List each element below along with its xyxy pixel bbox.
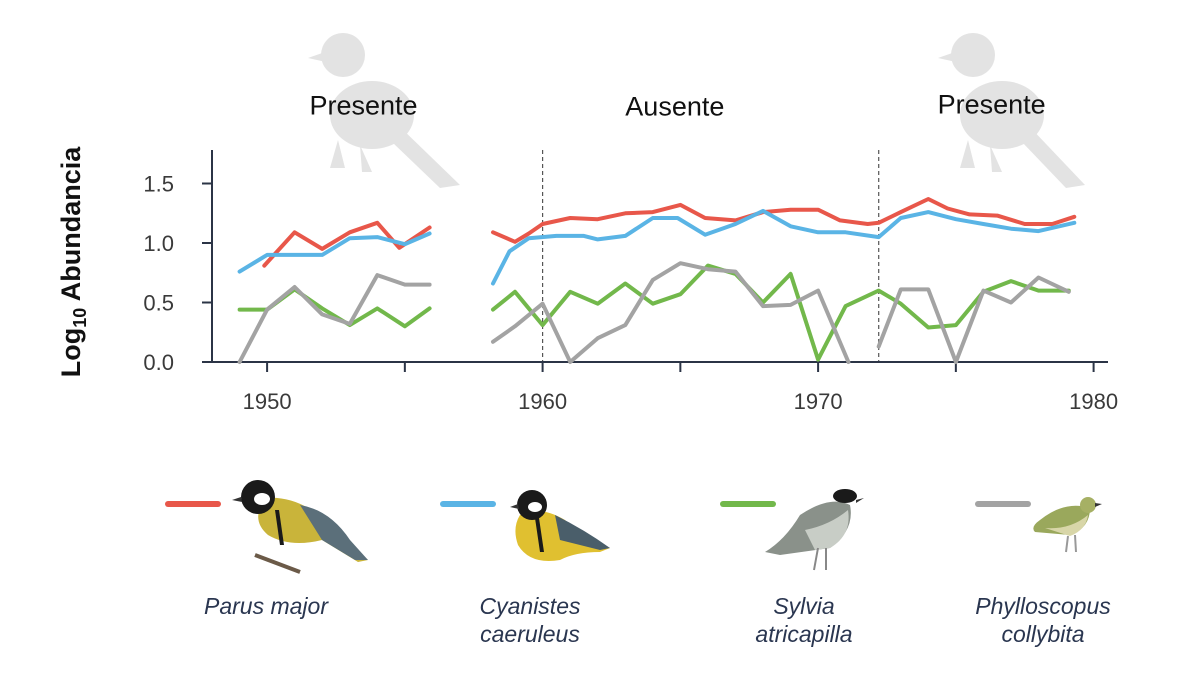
period-label: Ausente bbox=[625, 92, 724, 122]
legend-species-name: Parus major bbox=[204, 593, 328, 619]
chiffchaff-illustration bbox=[1033, 497, 1102, 553]
y-tick-label: 1.0 bbox=[143, 231, 174, 256]
series-lines bbox=[237, 197, 1077, 364]
period-label: Presente bbox=[309, 90, 417, 120]
y-tick-label: 0.5 bbox=[143, 291, 174, 316]
series-line-cyanistes-caeruleus bbox=[237, 231, 432, 274]
series-line-cyanistes-caeruleus bbox=[491, 208, 1077, 286]
blackcap-illustration bbox=[765, 489, 864, 571]
series-line-parus-major bbox=[262, 220, 432, 268]
series-line-parus-major bbox=[491, 197, 1077, 244]
bird-silhouette-left bbox=[308, 33, 460, 188]
y-tick-label: 0.0 bbox=[143, 350, 174, 375]
y-tick-label: 1.5 bbox=[143, 172, 174, 197]
series-line-phylloscopus-collybita bbox=[491, 261, 851, 364]
great-tit-illustration bbox=[232, 480, 368, 574]
series-line-phylloscopus-collybita bbox=[876, 275, 1071, 364]
legend-species-name: Sylvia atricapilla bbox=[755, 593, 853, 647]
y-axis-label: Log10 Abundancia bbox=[56, 146, 90, 378]
x-tick-label: 1970 bbox=[794, 389, 843, 414]
period-boundaries bbox=[541, 150, 880, 362]
axes: 0.0 0.5 1.0 1.5 1950 1960 1970 1980 bbox=[143, 150, 1118, 414]
legend-species-name: Cyanistes caeruleus bbox=[479, 593, 581, 647]
blue-tit-illustration bbox=[510, 490, 610, 561]
bird-silhouette-right bbox=[938, 33, 1085, 188]
x-tick-label: 1960 bbox=[518, 389, 567, 414]
x-tick-label: 1980 bbox=[1069, 389, 1118, 414]
x-tick-label: 1950 bbox=[243, 389, 292, 414]
period-label: Presente bbox=[938, 89, 1046, 119]
legend-species-name: Phylloscopus collybita bbox=[975, 593, 1111, 647]
series-line-phylloscopus-collybita bbox=[237, 273, 432, 364]
series-line-sylvia-atricapilla bbox=[491, 263, 1071, 362]
period-labels: Presente Ausente Presente bbox=[309, 89, 1045, 121]
